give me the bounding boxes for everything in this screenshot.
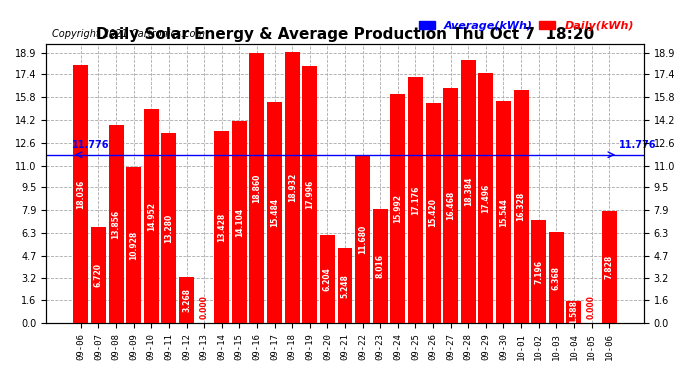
Bar	[144, 109, 159, 323]
Text: 16.328: 16.328	[517, 192, 526, 221]
Text: 6.720: 6.720	[94, 263, 103, 287]
Text: Copyright 2021 Cartronics.com: Copyright 2021 Cartronics.com	[52, 28, 205, 39]
Text: 18.036: 18.036	[77, 180, 86, 209]
Text: 5.248: 5.248	[340, 274, 350, 298]
Bar	[108, 125, 124, 323]
Text: 11.776: 11.776	[72, 140, 110, 150]
Text: 1.588: 1.588	[569, 300, 578, 324]
Text: 13.280: 13.280	[164, 214, 173, 243]
Bar	[161, 133, 177, 323]
Bar	[513, 90, 529, 323]
Text: 7.828: 7.828	[604, 255, 613, 279]
Text: 13.856: 13.856	[112, 210, 121, 239]
Bar	[391, 94, 405, 323]
Bar	[478, 73, 493, 323]
Text: 0.000: 0.000	[199, 295, 208, 319]
Text: 15.544: 15.544	[499, 198, 508, 226]
Text: 17.996: 17.996	[305, 180, 314, 209]
Text: 11.680: 11.680	[358, 225, 367, 254]
Text: 18.860: 18.860	[253, 174, 262, 203]
Text: 15.992: 15.992	[393, 194, 402, 224]
Bar	[602, 211, 617, 323]
Title: Daily Solar Energy & Average Production Thu Oct 7  18:20: Daily Solar Energy & Average Production …	[96, 27, 594, 42]
Text: 10.928: 10.928	[129, 231, 138, 260]
Bar	[320, 234, 335, 323]
Text: 7.196: 7.196	[534, 260, 543, 284]
Text: 11.776: 11.776	[619, 140, 656, 150]
Bar	[285, 52, 299, 323]
Text: 15.484: 15.484	[270, 198, 279, 227]
Text: 8.016: 8.016	[376, 254, 385, 278]
Text: 18.384: 18.384	[464, 177, 473, 206]
Bar	[302, 66, 317, 323]
Bar	[496, 101, 511, 323]
Bar	[426, 102, 440, 323]
Bar	[373, 209, 388, 323]
Text: 13.428: 13.428	[217, 213, 226, 242]
Bar	[531, 220, 546, 323]
Bar	[443, 87, 458, 323]
Text: 14.952: 14.952	[147, 202, 156, 231]
Legend: Average(kWh), Daily(kWh): Average(kWh), Daily(kWh)	[414, 16, 638, 35]
Text: 3.268: 3.268	[182, 288, 191, 312]
Text: 18.932: 18.932	[288, 173, 297, 202]
Text: 17.176: 17.176	[411, 186, 420, 215]
Bar	[232, 122, 247, 323]
Bar	[549, 232, 564, 323]
Bar	[566, 301, 582, 323]
Text: 17.496: 17.496	[482, 183, 491, 213]
Bar	[73, 65, 88, 323]
Bar	[267, 102, 282, 323]
Bar	[215, 131, 229, 323]
Text: 6.204: 6.204	[323, 267, 332, 291]
Bar	[126, 167, 141, 323]
Bar	[179, 277, 194, 323]
Bar	[355, 156, 370, 323]
Bar	[408, 77, 423, 323]
Text: 16.468: 16.468	[446, 191, 455, 220]
Text: 0.000: 0.000	[587, 295, 596, 319]
Text: 15.420: 15.420	[428, 198, 437, 228]
Bar	[461, 60, 475, 323]
Bar	[250, 53, 264, 323]
Bar	[91, 227, 106, 323]
Text: 6.368: 6.368	[552, 266, 561, 290]
Bar	[337, 248, 353, 323]
Text: 14.104: 14.104	[235, 208, 244, 237]
